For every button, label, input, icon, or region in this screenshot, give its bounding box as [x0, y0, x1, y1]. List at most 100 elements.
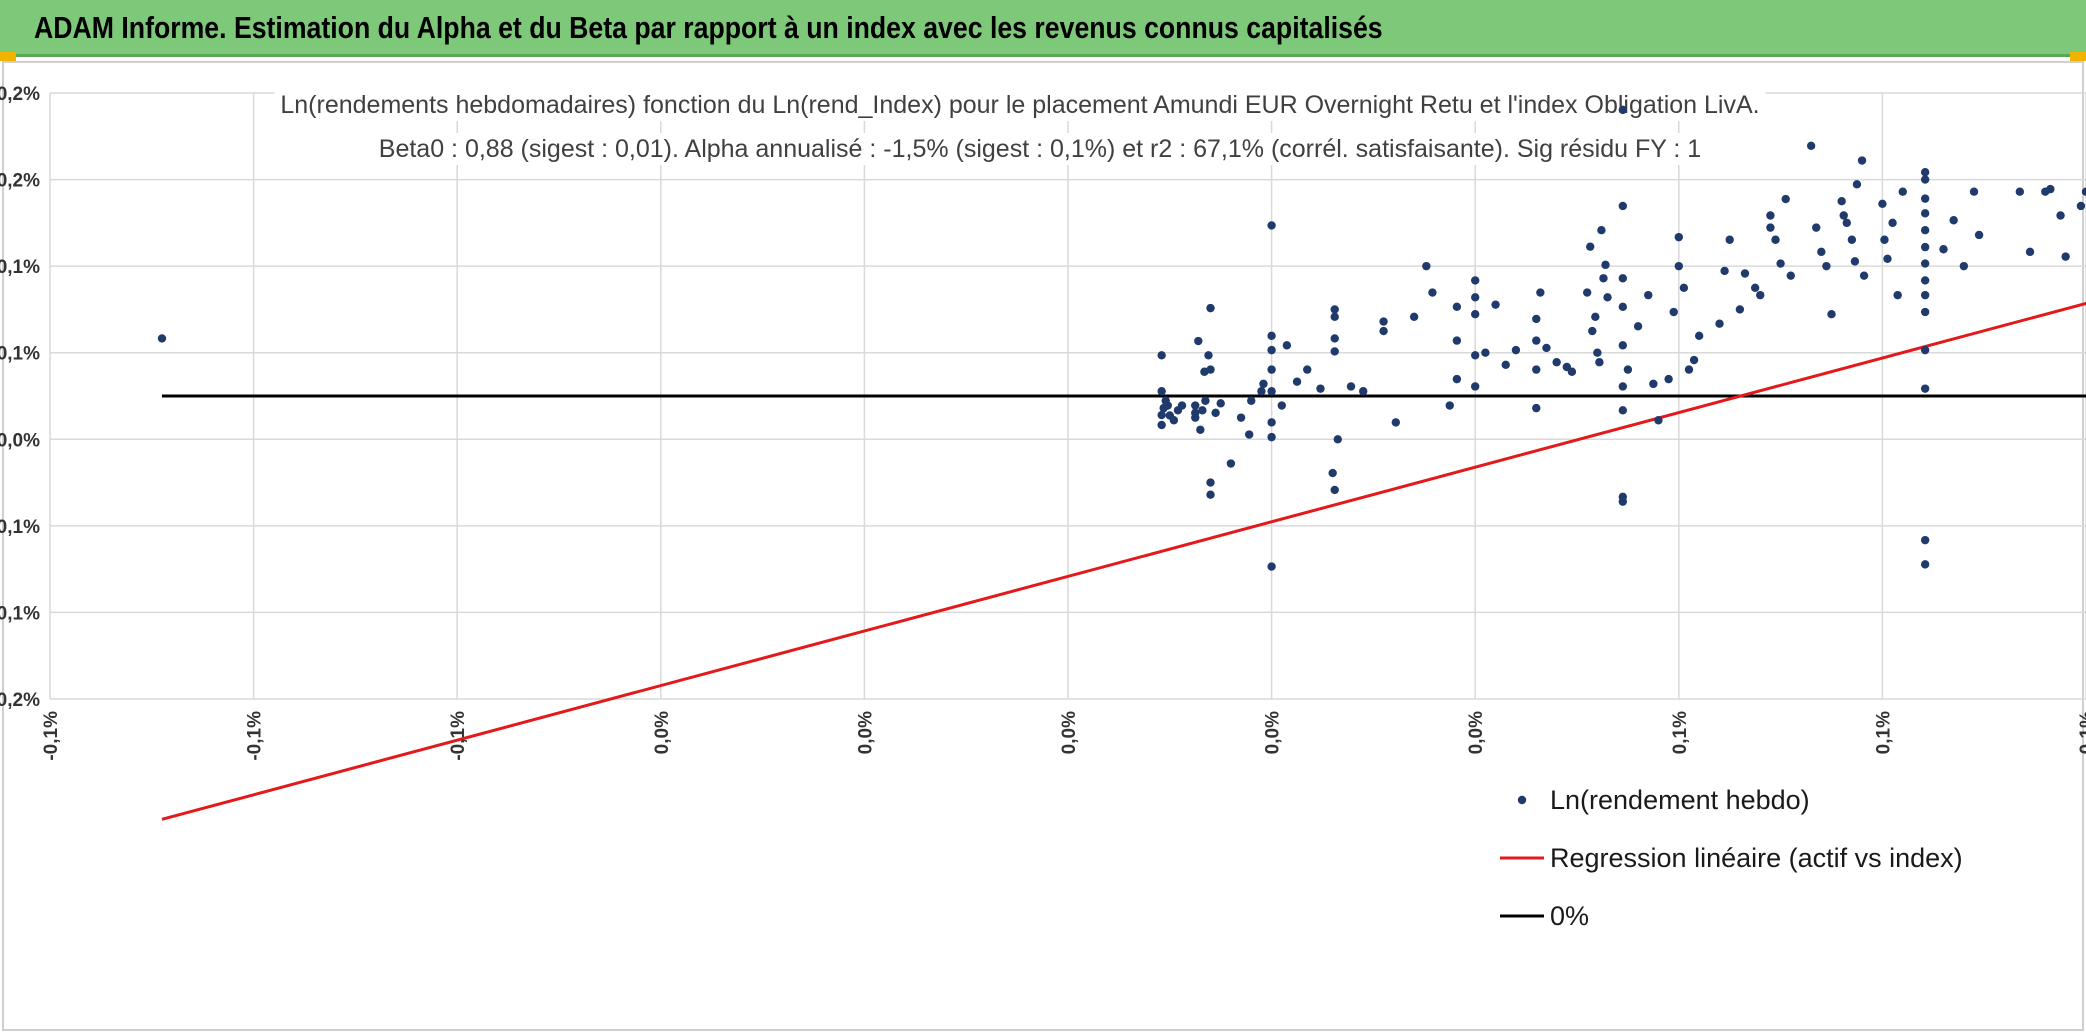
data-point: [1786, 271, 1795, 280]
data-point: [1920, 168, 1930, 177]
report-banner: ADAM Informe. Estimation du Alpha et du …: [0, 0, 2086, 57]
x-tick-label: -0,1%: [448, 711, 469, 761]
data-point: [1536, 288, 1545, 297]
data-point: [1471, 382, 1480, 391]
data-point: [1817, 247, 1826, 257]
x-tick-label: -0,1%: [41, 711, 62, 761]
legend-marker-points: [1517, 795, 1527, 805]
data-point: [1806, 141, 1816, 151]
data-point: [1206, 365, 1215, 374]
y-tick-label: -0,1%: [0, 603, 40, 624]
data-point: [1603, 293, 1612, 302]
data-point: [2056, 211, 2065, 220]
data-point: [1586, 242, 1595, 251]
data-point: [2015, 187, 2025, 196]
data-point: [1618, 406, 1628, 415]
data-point: [1292, 377, 1302, 386]
data-point: [1428, 288, 1437, 297]
data-point: [1267, 418, 1276, 427]
data-point: [1674, 232, 1684, 242]
data-point: [1618, 274, 1628, 283]
data-point: [1595, 358, 1604, 367]
data-point: [1267, 387, 1276, 396]
data-point: [1157, 420, 1166, 430]
data-point: [1330, 485, 1339, 495]
data-point: [1750, 283, 1760, 292]
data-point: [1720, 266, 1729, 276]
data-point: [1491, 300, 1500, 309]
chart-title: Ln(rendements hebdomadaires) fonction du…: [280, 91, 1759, 119]
data-point: [1920, 276, 1930, 285]
legend: Ln(rendement hebdo) Regression linéaire (…: [1500, 785, 1963, 931]
y-tick-label: -0,2%: [0, 690, 40, 711]
data-point: [1920, 535, 1930, 545]
data-point: [1898, 187, 1907, 196]
data-point: [1920, 290, 1930, 300]
data-point: [1740, 269, 1750, 278]
data-point: [1812, 223, 1821, 232]
data-point: [1201, 396, 1210, 405]
data-point: [1618, 341, 1628, 350]
data-point: [1204, 351, 1213, 360]
data-point: [1781, 194, 1790, 204]
data-point: [1756, 290, 1765, 300]
data-point: [1766, 211, 1775, 220]
data-point: [1191, 401, 1200, 410]
data-point: [2076, 201, 2086, 211]
data-point: [1735, 305, 1745, 314]
data-point: [1169, 416, 1179, 425]
data-point: [1601, 260, 1610, 270]
x-tick-label: 0,0%: [652, 711, 673, 754]
data-point: [1618, 497, 1628, 506]
data-point: [1303, 365, 1312, 374]
data-point: [1267, 345, 1276, 355]
data-point: [1277, 401, 1286, 410]
data-point: [1839, 211, 1848, 220]
data-point: [1471, 293, 1480, 302]
data-point: [1330, 347, 1339, 356]
data-point: [1593, 348, 1602, 357]
data-point: [1694, 331, 1704, 341]
data-point: [1852, 180, 1862, 189]
data-point: [1949, 216, 1958, 225]
data-point: [1157, 410, 1166, 420]
data-point: [1597, 226, 1606, 235]
data-point: [1532, 314, 1541, 324]
x-tick-label: 0,0%: [1466, 711, 1487, 754]
data-point: [1974, 230, 1984, 240]
data-point: [1267, 432, 1276, 442]
data-point: [1920, 175, 1930, 184]
title-background: [274, 89, 1766, 121]
data-point: [1859, 271, 1869, 280]
data-point: [1684, 365, 1694, 374]
data-point: [1267, 365, 1276, 374]
data-point: [1471, 351, 1480, 360]
data-point: [1501, 360, 1510, 370]
data-point: [1282, 341, 1292, 350]
data-point: [1847, 235, 1857, 244]
y-tick-label: -0,1%: [0, 517, 40, 538]
data-point: [1216, 399, 1225, 408]
x-tick-label: 0,0%: [855, 711, 876, 754]
data-point: [1452, 302, 1462, 312]
x-tick-label: 0,1%: [1670, 711, 1691, 754]
data-point: [1878, 199, 1887, 209]
data-point: [1379, 317, 1388, 326]
data-point: [1679, 283, 1689, 292]
y-tick-label: 0,2%: [0, 171, 40, 192]
x-tick-label: 0,1%: [1873, 711, 1894, 754]
data-point: [1618, 201, 1628, 211]
data-point: [1822, 261, 1831, 271]
data-point: [1511, 345, 1521, 355]
data-point: [1771, 235, 1780, 244]
data-point: [1226, 459, 1236, 468]
data-point: [1633, 322, 1643, 331]
series-lines: [161, 301, 2086, 821]
data-point: [1776, 259, 1785, 268]
data-point: [1379, 326, 1388, 336]
data-point: [1206, 478, 1215, 487]
data-point: [1163, 401, 1172, 410]
data-point: [1359, 387, 1368, 396]
data-point: [1588, 326, 1597, 336]
